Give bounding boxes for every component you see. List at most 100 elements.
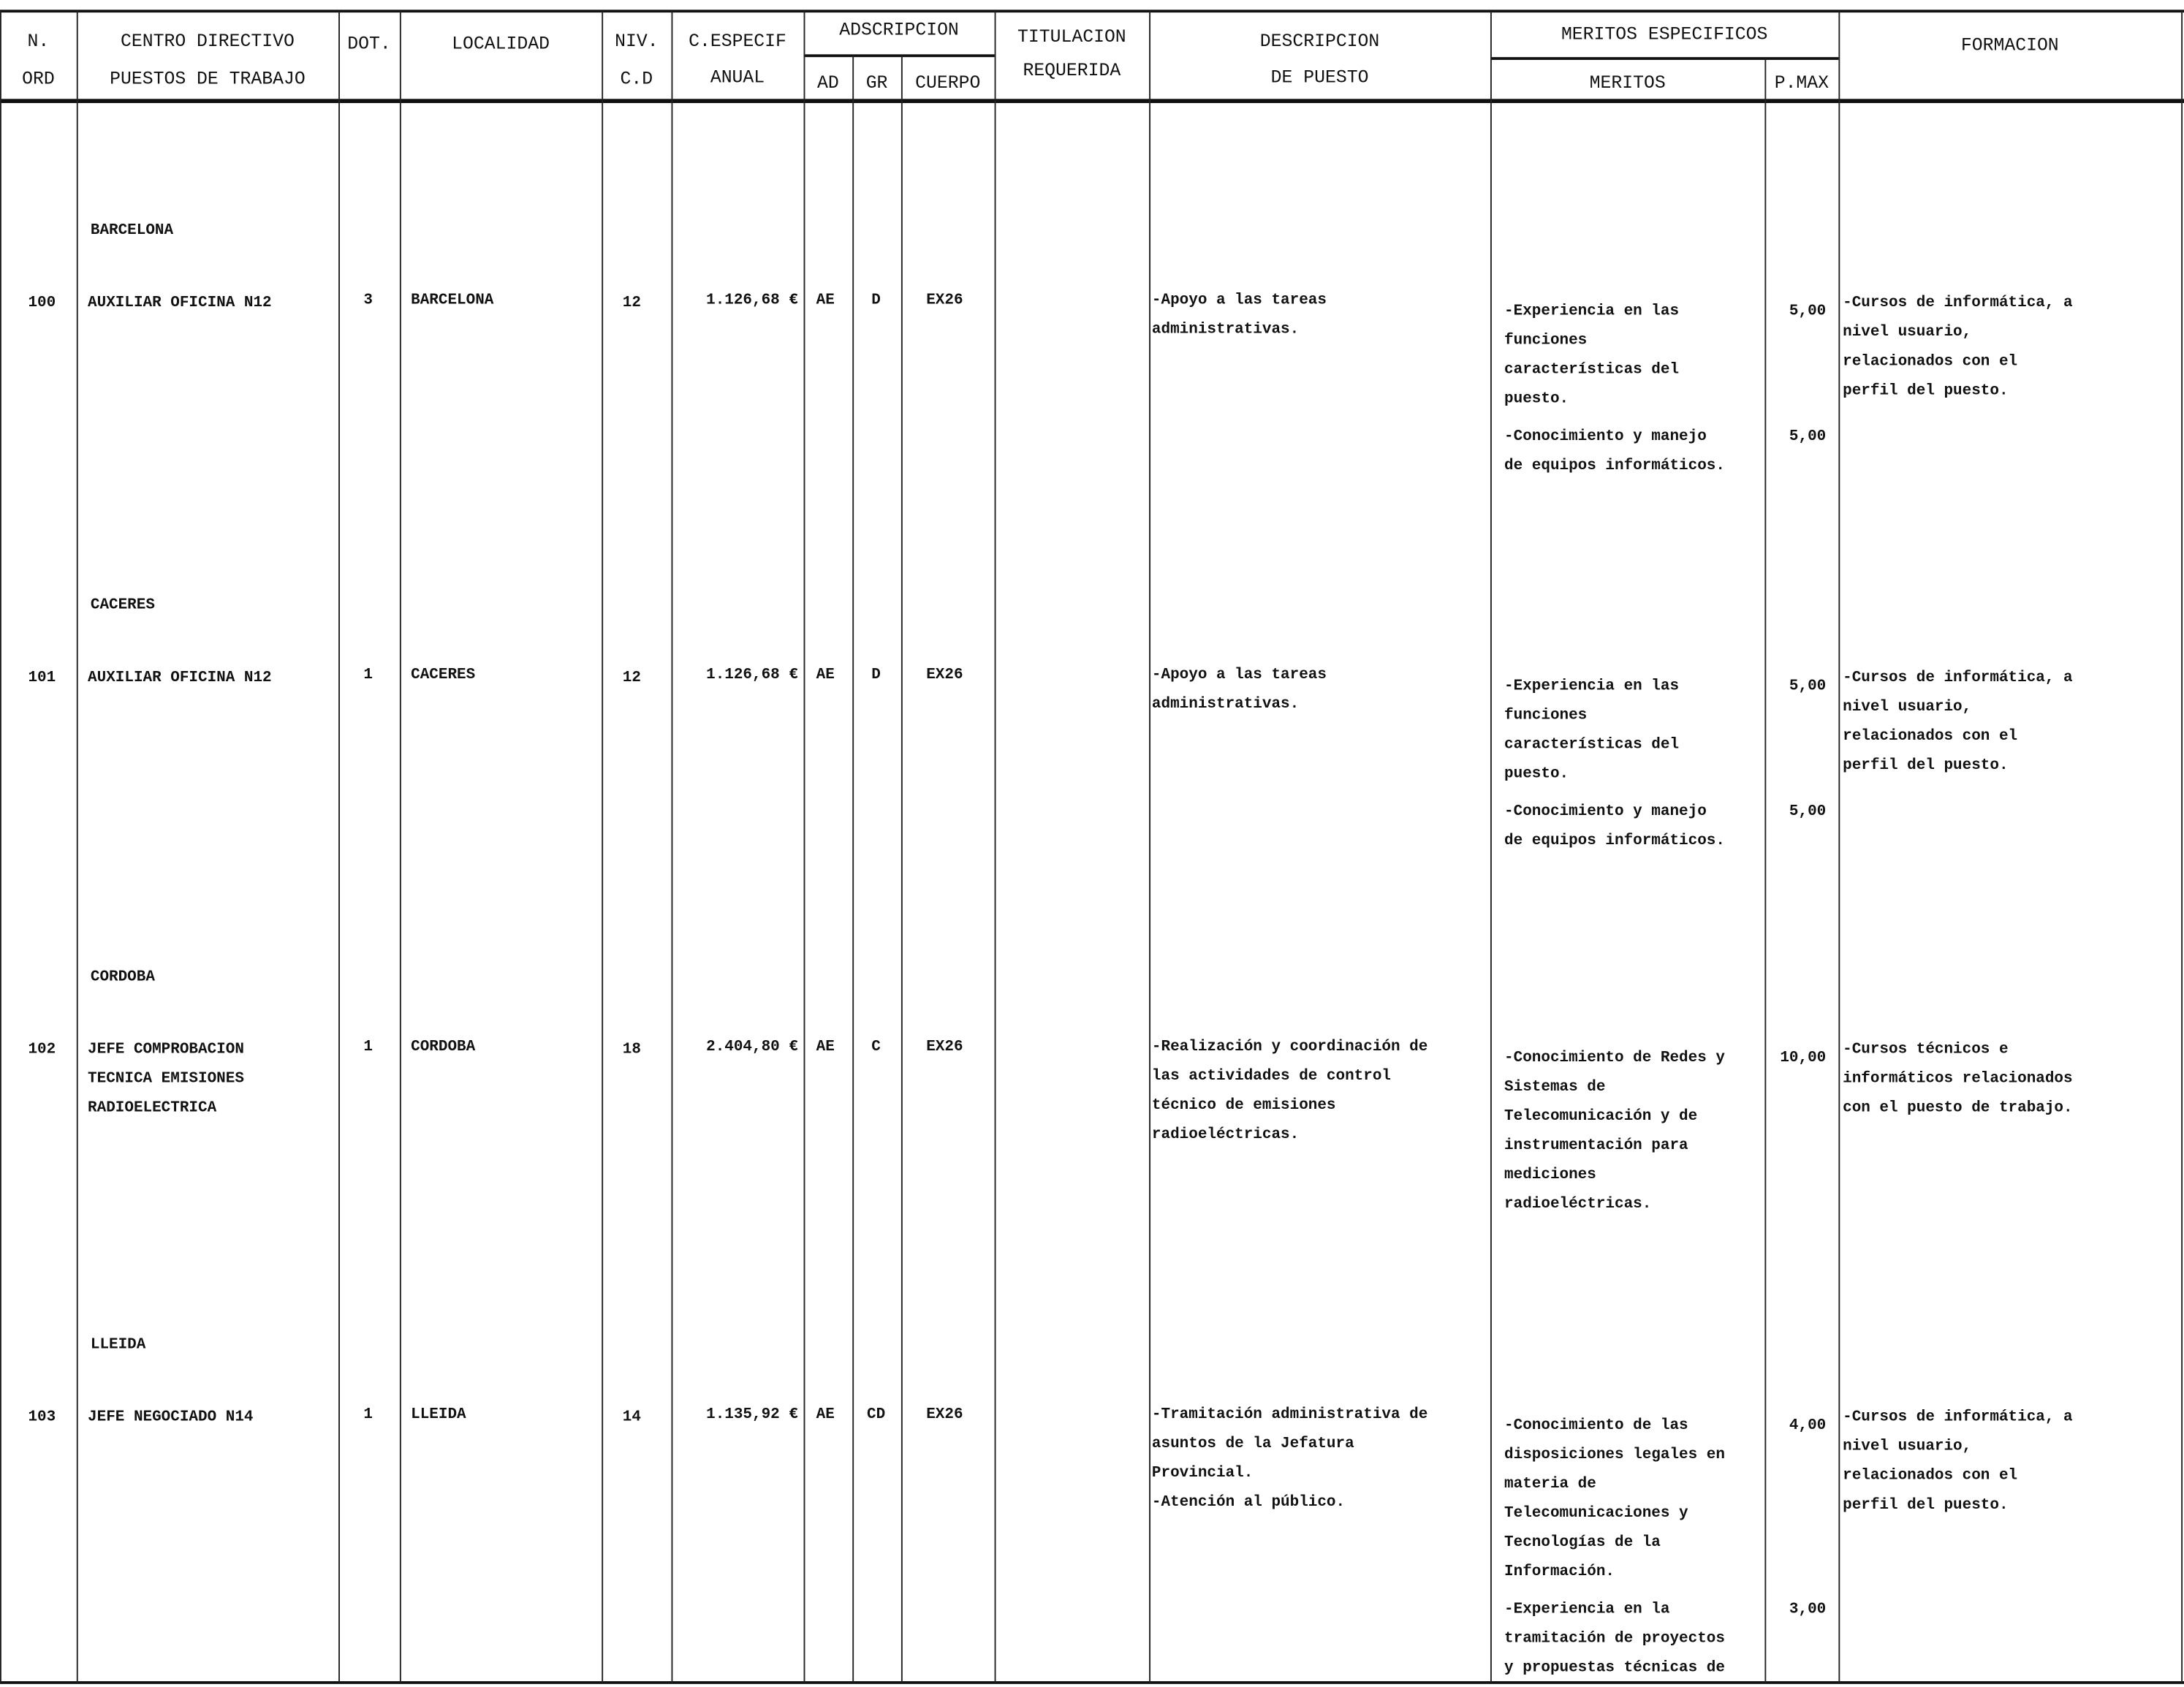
header-titulacion-1: TITULACION xyxy=(1017,26,1126,48)
merit-max-points: 3,00 xyxy=(1789,1601,1827,1619)
row-number: 103 xyxy=(28,1409,56,1427)
header-n-ord-2: ORD xyxy=(22,68,55,89)
dot-value: 1 xyxy=(363,1406,373,1424)
merit-line: características del xyxy=(1504,737,1680,754)
adscription-gr: D xyxy=(871,667,881,684)
merit-line: -Conocimiento de Redes y xyxy=(1504,1050,1725,1067)
training-line: relacionados con el xyxy=(1843,728,2018,746)
level-cd: 12 xyxy=(622,295,641,312)
meritos-divider xyxy=(1490,57,1839,60)
header-meritos: MERITOS xyxy=(1589,72,1666,94)
training-line: -Cursos de informática, a xyxy=(1843,295,2073,312)
header-titulacion-2: REQUERIDA xyxy=(1023,59,1121,81)
merit-max-points: 5,00 xyxy=(1789,803,1827,821)
training-line: perfil del puesto. xyxy=(1843,383,2009,400)
job-title: TECNICA EMISIONES xyxy=(88,1071,244,1088)
training-line: nivel usuario, xyxy=(1843,325,1972,341)
adscription-ad: AE xyxy=(816,667,835,684)
header-descripcion-1: DESCRIPCION xyxy=(1259,30,1380,52)
column-divider xyxy=(0,11,1,1683)
locality: CORDOBA xyxy=(411,1039,476,1056)
merit-max-points: 4,00 xyxy=(1789,1417,1827,1435)
training-line: -Cursos técnicos e xyxy=(1843,1042,2009,1059)
specific-allowance: 2.404,80 € xyxy=(706,1039,798,1056)
description-line: técnico de emisiones xyxy=(1151,1097,1336,1115)
dot-value: 3 xyxy=(363,292,373,310)
description-line: asuntos de la Jefatura xyxy=(1151,1436,1354,1453)
description-line: administrativas. xyxy=(1151,696,1300,713)
adscription-ad: AE xyxy=(816,292,835,310)
training-line: informáticos relacionados xyxy=(1843,1071,2073,1088)
merit-line: tramitación de proyectos xyxy=(1504,1631,1725,1648)
header-cesp-1: C.ESPECIF xyxy=(689,30,786,52)
merit-line: -Experiencia en la xyxy=(1504,1601,1670,1619)
merit-line: Telecomunicaciones y xyxy=(1504,1505,1688,1523)
level-cd: 18 xyxy=(622,1042,641,1059)
merit-max-points: 5,00 xyxy=(1789,678,1827,695)
training-line: relacionados con el xyxy=(1843,1468,2018,1485)
merit-line: Telecomunicación y de xyxy=(1504,1108,1698,1126)
column-divider xyxy=(2181,11,2183,1683)
row-number: 102 xyxy=(28,1042,56,1059)
province-heading: CORDOBA xyxy=(90,969,155,987)
merit-max-points: 10,00 xyxy=(1780,1050,1827,1067)
header-cuerpo: CUERPO xyxy=(915,72,981,94)
locality: LLEIDA xyxy=(411,1406,466,1424)
column-divider xyxy=(1838,11,1840,1683)
column-divider xyxy=(994,11,996,1683)
merit-line: funciones xyxy=(1504,333,1588,350)
adscription-cuerpo: EX26 xyxy=(926,292,963,310)
merit-line: disposiciones legales en xyxy=(1504,1447,1725,1464)
header-meritos-esp: MERITOS ESPECIFICOS xyxy=(1561,23,1768,45)
header-ad: AD xyxy=(816,72,839,94)
province-heading: BARCELONA xyxy=(90,222,174,240)
column-divider xyxy=(338,11,340,1683)
job-title: JEFE COMPROBACION xyxy=(88,1042,244,1059)
merit-max-points: 5,00 xyxy=(1789,303,1827,321)
specific-allowance: 1.126,68 € xyxy=(706,667,798,684)
description-line: -Atención al público. xyxy=(1151,1494,1346,1512)
header-centro-2: PUESTOS DE TRABAJO xyxy=(110,68,306,89)
column-divider xyxy=(900,56,903,1683)
merit-line: mediciones xyxy=(1504,1167,1596,1184)
column-divider xyxy=(76,11,78,1683)
header-descripcion-2: DE PUESTO xyxy=(1270,67,1369,88)
training-line: nivel usuario, xyxy=(1843,699,1972,716)
description-line: administrativas. xyxy=(1151,322,1300,339)
description-line: radioeléctricas. xyxy=(1151,1126,1300,1144)
header-top-border xyxy=(0,10,2184,13)
adscription-cuerpo: EX26 xyxy=(926,1406,963,1424)
header-gr: GR xyxy=(865,72,888,94)
merit-line: puesto. xyxy=(1504,391,1569,409)
header-pmax: P.MAX xyxy=(1774,72,1830,94)
header-n-ord-1: N. xyxy=(27,30,50,52)
specific-allowance: 1.135,92 € xyxy=(706,1406,798,1424)
training-line: perfil del puesto. xyxy=(1843,757,2009,775)
column-divider xyxy=(602,11,604,1683)
column-divider xyxy=(399,11,401,1683)
column-divider xyxy=(1149,11,1151,1683)
header-dot: DOT. xyxy=(347,33,391,55)
column-divider xyxy=(1764,58,1767,1683)
training-line: relacionados con el xyxy=(1843,354,2018,371)
header-niv-2: C.D xyxy=(620,68,653,89)
merit-line: -Conocimiento y manejo xyxy=(1504,428,1707,446)
merit-line: -Experiencia en las xyxy=(1504,678,1680,695)
dot-value: 1 xyxy=(363,667,373,684)
merit-line: -Conocimiento y manejo xyxy=(1504,803,1707,821)
locality: BARCELONA xyxy=(411,292,494,310)
job-title: AUXILIAR OFICINA N12 xyxy=(88,670,272,687)
training-line: -Cursos de informática, a xyxy=(1843,1409,2073,1427)
column-divider xyxy=(1490,11,1492,1683)
column-divider xyxy=(852,56,854,1683)
description-line: Provincial. xyxy=(1151,1465,1254,1482)
adscription-cuerpo: EX26 xyxy=(926,1039,963,1056)
header-cesp-2: ANUAL xyxy=(710,67,765,88)
merit-line: puesto. xyxy=(1504,766,1569,783)
adscription-ad: AE xyxy=(816,1406,835,1424)
row-number: 101 xyxy=(28,670,56,687)
province-heading: CACERES xyxy=(90,597,155,615)
header-centro-1: CENTRO DIRECTIVO xyxy=(120,30,295,52)
column-divider xyxy=(671,11,673,1683)
